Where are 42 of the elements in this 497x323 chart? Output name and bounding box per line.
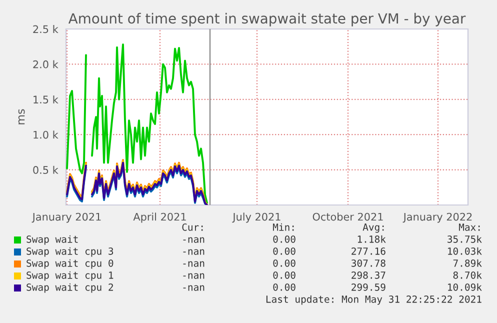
text: 0.00	[273, 271, 296, 279]
legend-label: Swap wait	[26, 235, 78, 245]
text: -nan	[183, 285, 204, 291]
text: 307.78	[352, 259, 386, 267]
text: 0.00	[273, 283, 296, 291]
text: Avg:	[362, 224, 384, 233]
text: Last update: Mon May 31 22:25:22 2021	[266, 295, 482, 305]
legend-label: Swap wait cpu 2	[26, 283, 113, 293]
text: -nan	[183, 249, 204, 255]
text: 0.00	[273, 247, 296, 255]
text: 10.09k	[448, 283, 482, 291]
y-tick-label: 1.5 k	[34, 95, 58, 104]
text: Max:	[458, 224, 480, 231]
text: 0.00	[273, 235, 296, 243]
y-tick-label: 2.5 k	[33, 25, 58, 34]
text: -nan	[183, 273, 204, 279]
text: 35.75k	[448, 235, 482, 243]
text: 7.89k	[453, 259, 482, 267]
text: 298.37	[352, 271, 386, 279]
y-axis-title: ms	[18, 109, 25, 124]
text: 10.03k	[448, 247, 482, 255]
text: 0.00	[273, 259, 296, 267]
x-tick-label: January 2021	[32, 212, 101, 223]
text: 8.70k	[453, 271, 482, 279]
x-tick-label: January 2022	[402, 212, 472, 223]
legend-label: Swap wait cpu 1	[26, 271, 114, 281]
x-tick-label: July 2021	[232, 212, 280, 223]
text: Min:	[272, 223, 294, 231]
legend-label: Swap wait cpu 3	[26, 247, 114, 257]
text: Cur:	[182, 223, 203, 231]
y-tick-label: 0.5 k	[33, 166, 58, 174]
text: -nan	[183, 237, 204, 243]
y-tick-label: 1.0 k	[34, 130, 58, 139]
text: 277.16	[352, 247, 386, 255]
y-tick-label: 2.0 k	[33, 60, 58, 68]
text: 1.18k	[358, 235, 386, 243]
text: 299.59	[352, 283, 386, 291]
x-tick-label: April 2021	[133, 212, 186, 223]
legend-label: Swap wait cpu 0	[26, 259, 114, 269]
chart-title: Amount of time spent in swapwait state per VM - by year	[68, 12, 466, 26]
text: -nan	[183, 261, 204, 267]
x-tick-label: October 2021	[312, 212, 383, 221]
